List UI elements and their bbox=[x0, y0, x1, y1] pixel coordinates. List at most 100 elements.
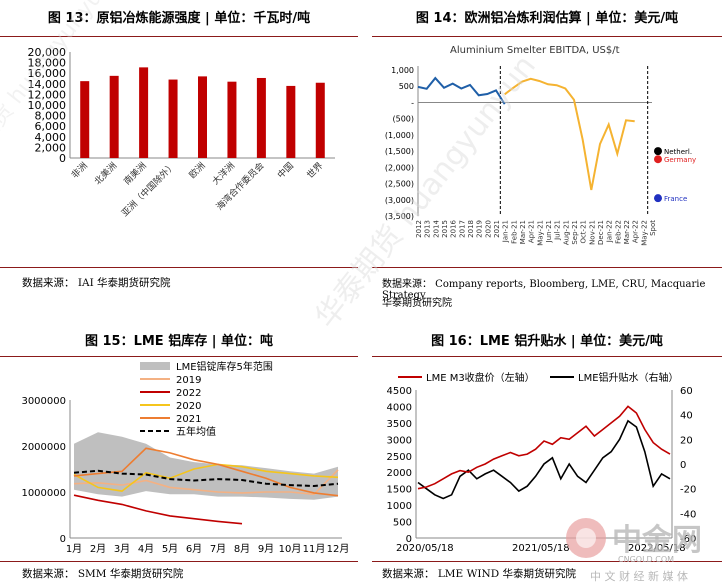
legend-marker-2 bbox=[654, 194, 662, 203]
x-tick-label: 11月 bbox=[303, 543, 326, 555]
y-tick-label: (1,000) bbox=[385, 131, 414, 140]
x-tick-label: 9月 bbox=[258, 543, 274, 555]
x-tick-label: Jul-21 bbox=[554, 220, 562, 241]
x-tick-label: Apr-22 bbox=[632, 220, 640, 243]
x-tick-label: 3月 bbox=[114, 543, 130, 555]
legend-label-0: LME铝锭库存5年范围 bbox=[176, 360, 273, 373]
bar-1 bbox=[109, 75, 119, 158]
panel-fig16: 图 16：LME 铝升贴水 | 单位：美元/吨 0 500 1000 1500 2000… bbox=[372, 325, 722, 587]
x-tick-label: 8月 bbox=[234, 543, 250, 555]
spread-line bbox=[417, 419, 671, 500]
x-tick-label: May-21 bbox=[536, 220, 544, 246]
fig15-chart: 0 1000000 2000000 3000000 1月 2月 3月 4月 5月 6月 7月 8月 9月… bbox=[21, 360, 349, 555]
x-tick-label: 2015 bbox=[441, 220, 449, 238]
y-tick-label: (3,000) bbox=[385, 196, 414, 205]
x-tick-label: Jun-21 bbox=[545, 220, 553, 243]
legend-label-3: 2020 bbox=[176, 401, 201, 412]
legend-label-0: LME M3收盘价（左轴） bbox=[426, 371, 535, 384]
left-tick-label: 4500 bbox=[387, 386, 412, 397]
left-tick-label: 3500 bbox=[387, 419, 412, 430]
right-tick-label: -40 bbox=[680, 509, 696, 520]
x-tick-label: 南美洲 bbox=[121, 160, 149, 188]
fig14-chart: Aluminium Smelter EBITDA, US$/t 1,000 500 -… bbox=[385, 45, 696, 246]
x-tick-label: Mar-22 bbox=[623, 220, 631, 244]
bar-0 bbox=[80, 81, 90, 158]
bar-3 bbox=[168, 79, 178, 158]
x-tick-label: Feb-22 bbox=[614, 220, 622, 244]
x-tick-label: 2020/05/18 bbox=[396, 543, 454, 554]
bar-4 bbox=[198, 76, 207, 158]
fig15-top-rule bbox=[0, 356, 358, 357]
y-tick-label: 8,000 bbox=[35, 110, 67, 123]
right-tick-label: 40 bbox=[680, 411, 693, 422]
left-tick-label: 0 bbox=[406, 534, 412, 545]
x-tick-label: 10月 bbox=[279, 543, 302, 555]
y-tick-label: - bbox=[411, 98, 414, 107]
y-tick-label: 500 bbox=[399, 82, 414, 91]
y-tick-label: 10,000 bbox=[28, 99, 67, 112]
series-line-1 bbox=[73, 494, 243, 525]
fig16-chart: 0 500 1000 1500 2000 2500 3000 3500 4000 4500 -60 -… bbox=[387, 371, 697, 554]
y-tick-label: 12,000 bbox=[28, 88, 67, 101]
left-tick-label: 2500 bbox=[387, 452, 412, 463]
right-tick-label: -60 bbox=[680, 534, 696, 545]
panel-fig14: 图 14：欧洲铝冶炼利润估算 | 单位：美元/吨 Aluminium Smelt… bbox=[372, 0, 722, 315]
left-tick-label: 4000 bbox=[387, 402, 412, 413]
y-tick-label: 18,000 bbox=[28, 57, 67, 70]
bar-6 bbox=[256, 77, 266, 158]
price-line bbox=[417, 405, 671, 490]
chart-title: Aluminium Smelter EBITDA, US$/t bbox=[450, 45, 620, 56]
y-tick-label: 2000000 bbox=[21, 442, 66, 453]
x-tick-label: Jan-22 bbox=[606, 220, 614, 243]
x-tick-label: 4月 bbox=[138, 543, 154, 555]
series-line-4 bbox=[73, 469, 339, 488]
x-tick-label: 2018 bbox=[467, 220, 475, 238]
y-tick-label: 4,000 bbox=[35, 131, 67, 144]
x-tick-label: Spot bbox=[649, 220, 657, 236]
x-tick-label: 2022/05/18 bbox=[628, 543, 686, 554]
x-tick-label: 2021/05/18 bbox=[512, 543, 570, 554]
legend-label-0: Netherl. bbox=[664, 148, 692, 156]
right-tick-label: -20 bbox=[680, 485, 696, 496]
series-line-2 bbox=[73, 463, 339, 492]
bar-2 bbox=[139, 67, 149, 158]
fig13-title: 图 13：原铝冶炼能源强度 | 单位：千瓦时/吨 bbox=[47, 11, 311, 26]
x-tick-label: 2020 bbox=[484, 220, 492, 238]
panel-fig13: 图 13：原铝冶炼能源强度 | 单位：千瓦时/吨 0 2,000 4,000 6,00… bbox=[0, 0, 358, 300]
y-tick-label: 6,000 bbox=[35, 120, 67, 133]
legend-swatch-0 bbox=[140, 362, 170, 370]
y-tick-label: 16,000 bbox=[28, 67, 67, 80]
x-tick-label: 5月 bbox=[162, 543, 178, 555]
legend-label-2: France bbox=[664, 195, 687, 203]
y-tick-label: 14,000 bbox=[28, 78, 67, 91]
x-tick-label: 中国 bbox=[275, 160, 296, 181]
x-tick-label: 6月 bbox=[186, 543, 202, 555]
left-tick-label: 1000 bbox=[387, 501, 412, 512]
legend-marker-0 bbox=[654, 147, 662, 156]
fig14-title: 图 14：欧洲铝冶炼利润估算 | 单位：美元/吨 bbox=[415, 11, 679, 26]
bar-5 bbox=[227, 81, 237, 158]
x-tick-label: Apr-21 bbox=[528, 220, 536, 243]
x-tick-label: May-22 bbox=[640, 220, 648, 246]
right-tick-label: 60 bbox=[680, 386, 693, 397]
x-tick-label: 1月 bbox=[66, 543, 82, 555]
x-tick-label: Sep-21 bbox=[571, 220, 579, 245]
fig13-chart: 02,0004,0006,0008,00010,00012,00014,0001… bbox=[28, 46, 335, 219]
fig16-source: 数据来源： LME WIND 华泰期货研究院 bbox=[382, 568, 576, 580]
fig13-source: 数据来源： IAI 华泰期货研究院 bbox=[22, 277, 171, 289]
x-tick-label: 2013 bbox=[424, 220, 432, 238]
right-tick-label: 0 bbox=[680, 460, 686, 471]
fig16-title: 图 16：LME 铝升贴水 | 单位：美元/吨 bbox=[431, 334, 663, 349]
x-tick-label: 亚洲（中国除外） bbox=[119, 160, 178, 219]
y-tick-label: (500) bbox=[392, 115, 414, 124]
y-tick-label: (2,500) bbox=[385, 180, 414, 189]
y-tick-label: (1,500) bbox=[385, 147, 414, 156]
legend-label-1: LME铝升贴水（右轴） bbox=[578, 371, 679, 384]
fig13-bottom-rule bbox=[0, 267, 358, 268]
fig14-top-rule bbox=[372, 36, 722, 37]
left-tick-label: 3000 bbox=[387, 435, 412, 446]
x-tick-label: Jan-21 bbox=[502, 220, 510, 243]
x-tick-label: 2016 bbox=[450, 219, 458, 237]
y-tick-label: 0 bbox=[59, 152, 66, 165]
x-tick-label: Nov-21 bbox=[588, 220, 596, 245]
